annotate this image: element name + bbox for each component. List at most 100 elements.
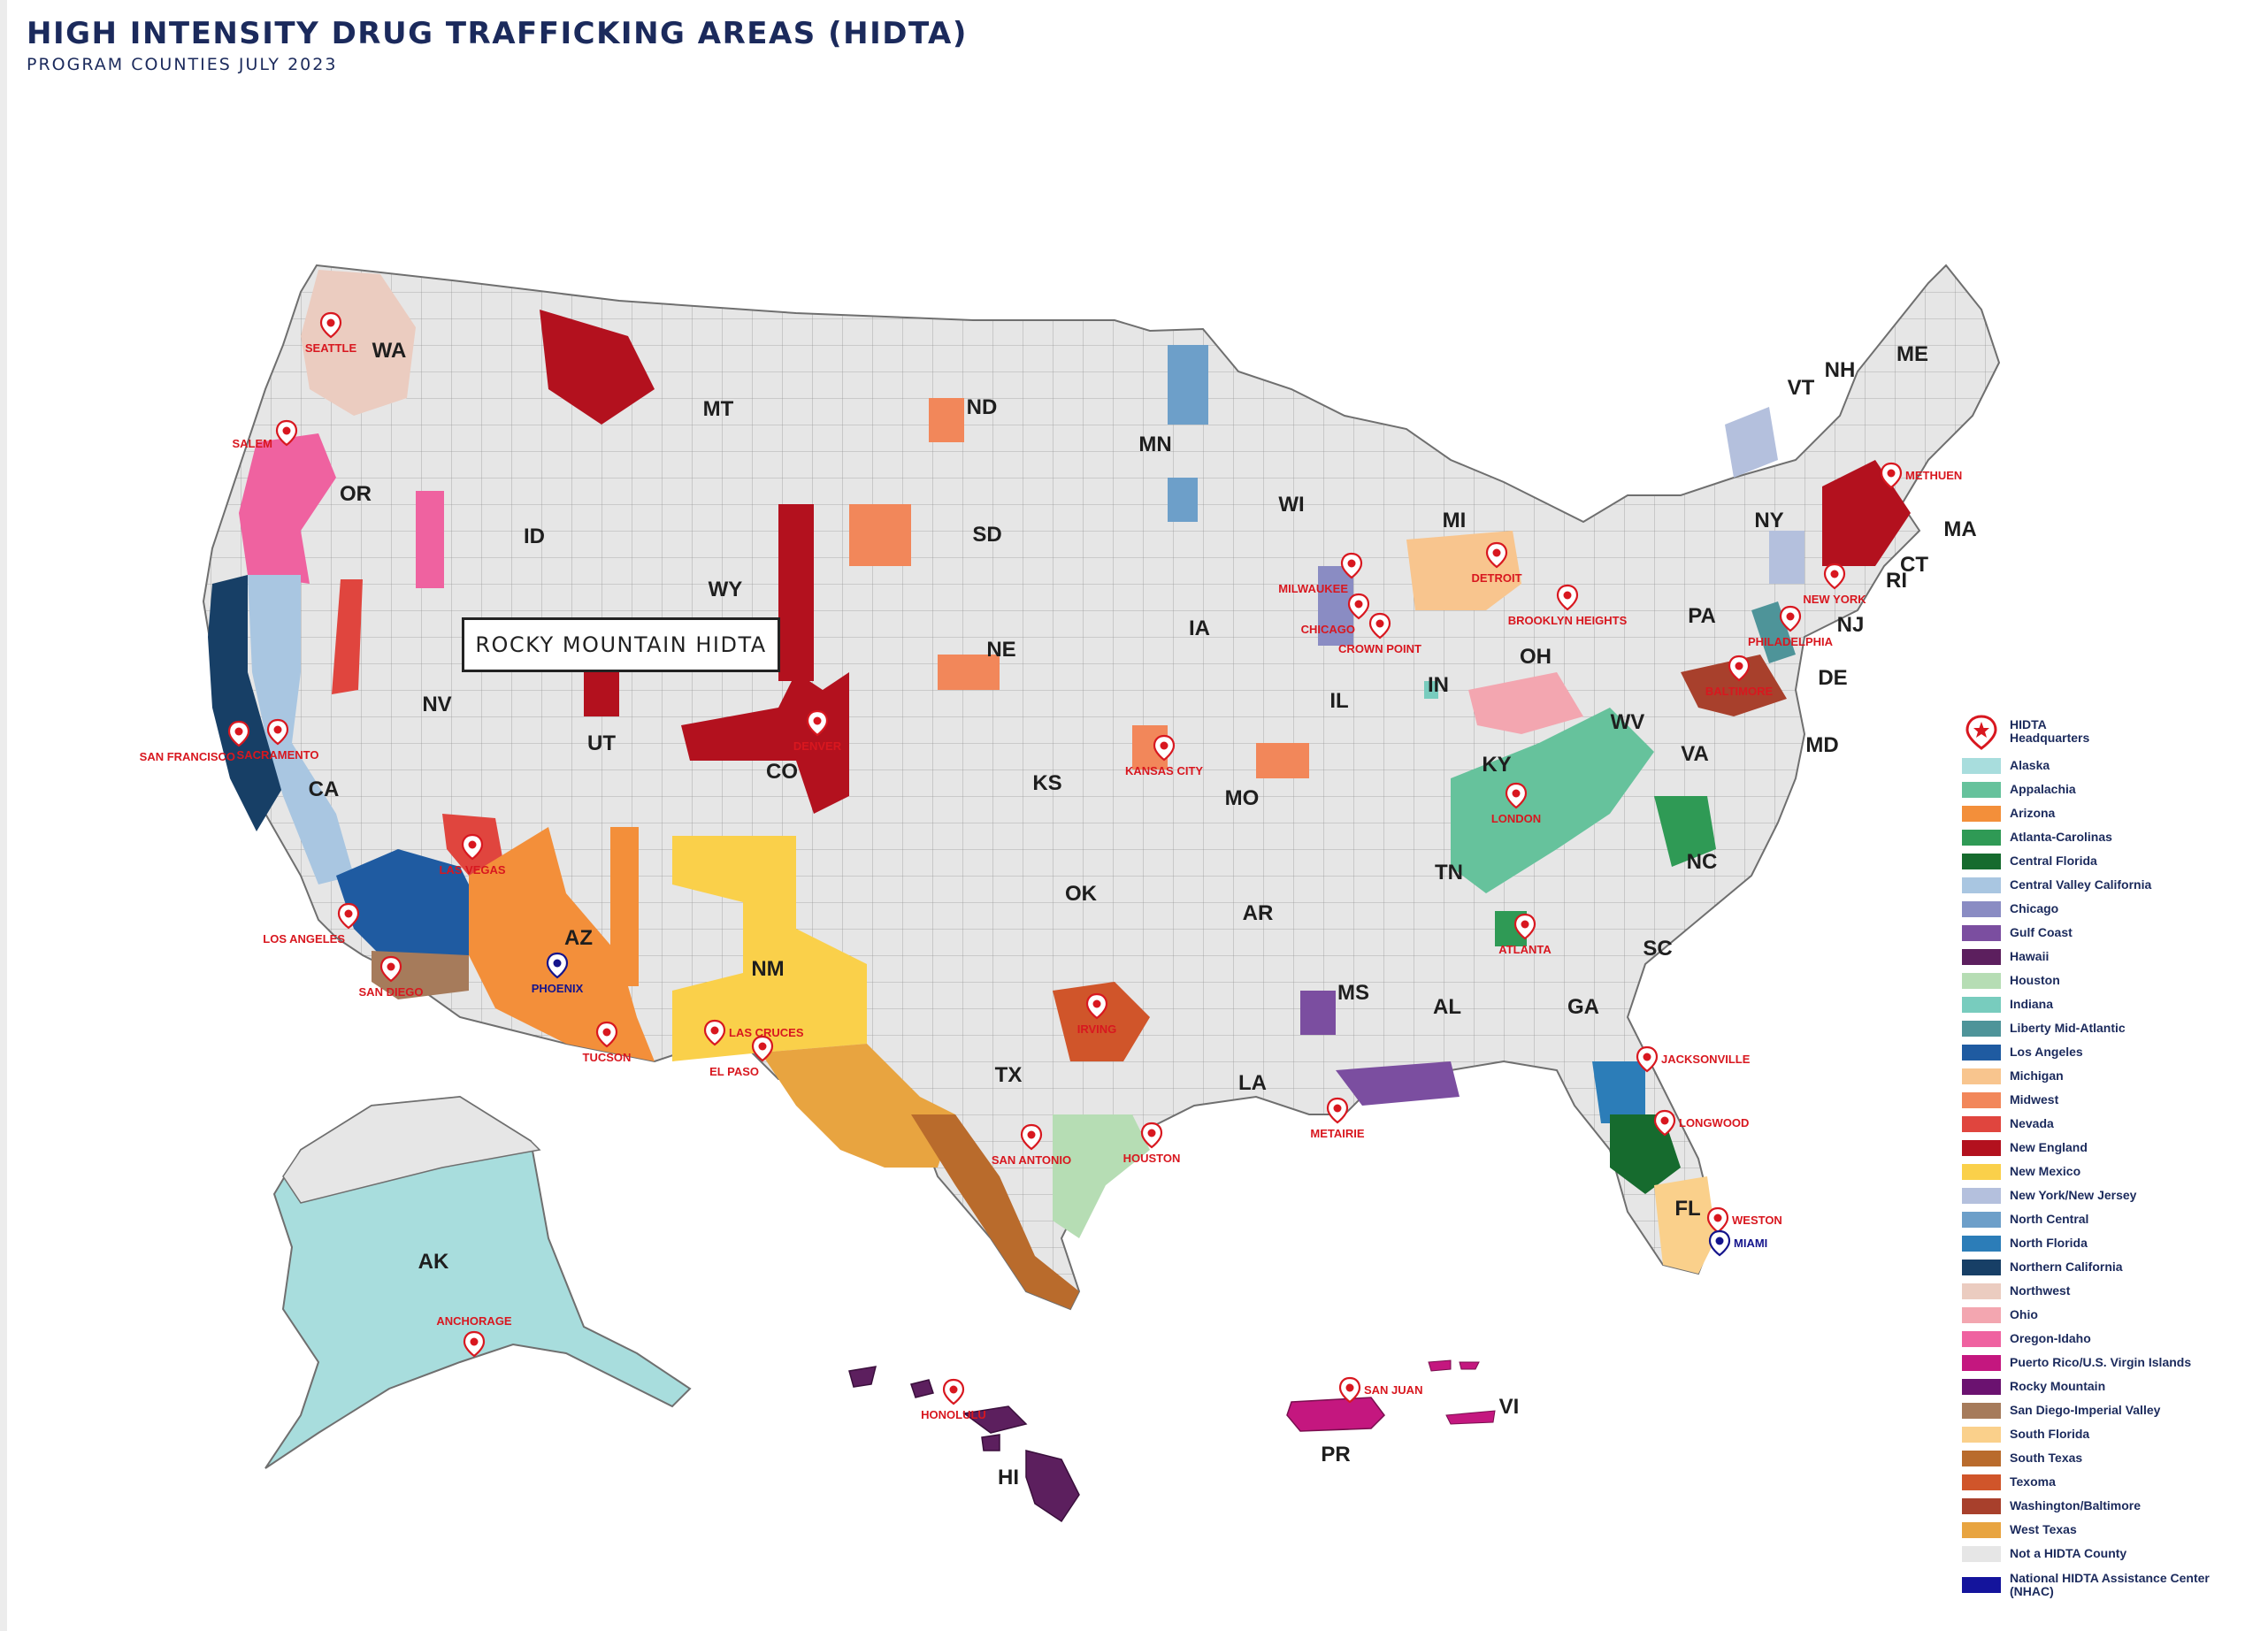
hq-star-icon: [1345, 1383, 1354, 1392]
hq-label: IRVING: [1077, 1022, 1117, 1036]
legend-item: Texoma: [1962, 1470, 2254, 1494]
hq-label: DENVER: [793, 739, 842, 753]
legend-item: Ohio: [1962, 1303, 2254, 1327]
legend-item: Liberty Mid-Atlantic: [1962, 1016, 2254, 1040]
legend-label: National HIDTA Assistance Center (NHAC): [2010, 1571, 2210, 1598]
legend-item: Not a HIDTA County: [1962, 1542, 2254, 1566]
legend-label: Not a HIDTA County: [2010, 1546, 2127, 1560]
legend-swatch: [1962, 1187, 2001, 1204]
hq-marker-seattle: SEATTLE: [305, 311, 356, 355]
hq-label: CHICAGO: [1301, 623, 1355, 636]
state-label-oh: OH: [1520, 645, 1552, 669]
region-chicago: [1318, 566, 1353, 646]
legend-label: North Central: [2010, 1212, 2089, 1226]
legend-swatch: [1962, 1068, 2001, 1084]
legend-label: Puerto Rico/U.S. Virgin Islands: [2010, 1355, 2192, 1369]
legend-swatch: [1962, 1115, 2001, 1132]
legend-swatch: [1962, 1450, 2001, 1466]
state-label-ar: AR: [1243, 901, 1274, 925]
hq-star-icon: [234, 727, 243, 736]
legend-label: San Diego-Imperial Valley: [2010, 1403, 2161, 1417]
region-liberty-mid-atlantic: [1751, 601, 1796, 663]
legend-swatch: [1962, 1091, 2001, 1108]
legend-label: South Florida: [2010, 1427, 2090, 1441]
legend-swatch: [1962, 1306, 2001, 1323]
region-northern-california: [208, 575, 283, 831]
state-label-az: AZ: [564, 926, 593, 950]
hq-label: HOUSTON: [1123, 1152, 1181, 1165]
state-label-tn: TN: [1435, 861, 1463, 884]
state-label-va: VA: [1681, 742, 1709, 766]
legend-label: Indiana: [2010, 997, 2054, 1011]
hq-label: MILWAUKEE: [1278, 582, 1348, 595]
state-label-il: IL: [1329, 689, 1348, 713]
state-label-me: ME: [1896, 342, 1928, 366]
hq-star-icon: [1563, 591, 1572, 600]
state-label-mn: MN: [1138, 433, 1171, 456]
legend-label: Oregon-Idaho: [2010, 1331, 2091, 1345]
state-label-nj: NJ: [1837, 613, 1865, 637]
legend-swatch: [1962, 1330, 2001, 1347]
region-arizona-e: [610, 827, 639, 986]
state-label-ca: CA: [309, 777, 340, 801]
hq-star-icon: [1713, 1214, 1722, 1222]
legend-swatch: [1962, 757, 2001, 774]
alaska: [264, 1095, 692, 1469]
hq-star-icon: [1147, 1129, 1156, 1137]
hq-marker-los-angeles: LOS ANGELES: [263, 902, 360, 946]
legend-item: Hawaii: [1962, 945, 2254, 969]
hq-marker-weston: WESTON: [1706, 1206, 1782, 1234]
hq-star-icon: [553, 959, 562, 968]
region-central-valley: [248, 575, 354, 884]
state-label-vi: VI: [1499, 1395, 1520, 1419]
hq-star-icon: [813, 716, 822, 725]
legend-label: Central Valley California: [2010, 877, 2152, 892]
legend-item: Puerto Rico/U.S. Virgin Islands: [1962, 1351, 2254, 1374]
legend-item: Los Angeles: [1962, 1040, 2254, 1064]
legend-label: Northern California: [2010, 1260, 2123, 1274]
region-midwest-nd: [929, 398, 964, 442]
legend-swatch: [1962, 1211, 2001, 1228]
rocky-mountain-callout: ROCKY MOUNTAIN HIDTA: [462, 617, 780, 672]
state-label-fl: FL: [1674, 1197, 1700, 1221]
hq-marker-atlanta: ATLANTA: [1498, 913, 1552, 956]
legend-label: Midwest: [2010, 1092, 2059, 1106]
hq-marker-denver: DENVER: [793, 709, 842, 753]
hq-label: MIAMI: [1734, 1237, 1767, 1250]
legend-label: Michigan: [2010, 1068, 2064, 1083]
legend-item: Washington/Baltimore: [1962, 1494, 2254, 1518]
legend-label: Liberty Mid-Atlantic: [2010, 1021, 2126, 1035]
state-label-mo: MO: [1225, 786, 1260, 810]
region-oregon-idaho-e: [416, 491, 444, 588]
legend-swatch: [1962, 1163, 2001, 1180]
state-label-or: OR: [340, 482, 372, 506]
legend-swatch: [1962, 948, 2001, 965]
legend-swatch: [1962, 1354, 2001, 1371]
hq-star-icon: [949, 1385, 958, 1394]
hq-label: BALTIMORE: [1705, 685, 1774, 698]
legend-swatch: [1962, 972, 2001, 989]
legend-swatch: [1962, 1497, 2001, 1514]
state-label-hi: HI: [998, 1466, 1019, 1489]
hq-marker-methuen: METHUEN: [1880, 462, 1962, 489]
hq-marker-irving: IRVING: [1077, 992, 1117, 1036]
hq-marker-salem: SALEM: [233, 419, 298, 450]
hq-label: JACKSONVILLE: [1661, 1053, 1751, 1066]
hq-label: SAN ANTONIO: [992, 1153, 1071, 1167]
state-label-wv: WV: [1611, 710, 1645, 734]
state-label-wi: WI: [1278, 493, 1304, 517]
legend-label: Chicago: [2010, 901, 2059, 915]
legend-swatch: [1962, 853, 2001, 869]
hq-label: PHILADELPHIA: [1748, 635, 1834, 648]
hq-star-icon: [1735, 662, 1743, 670]
hq-label: ATLANTA: [1498, 943, 1552, 956]
legend-item: Alaska: [1962, 754, 2254, 777]
legend-swatch: [1962, 829, 2001, 846]
legend-item: Nevada: [1962, 1112, 2254, 1136]
puerto-rico: [1286, 1397, 1385, 1432]
legend-item: North Central: [1962, 1207, 2254, 1231]
legend-label: Atlanta-Carolinas: [2010, 830, 2112, 844]
region-rocky-mountain: [540, 310, 655, 425]
hq-label: METHUEN: [1905, 469, 1962, 482]
